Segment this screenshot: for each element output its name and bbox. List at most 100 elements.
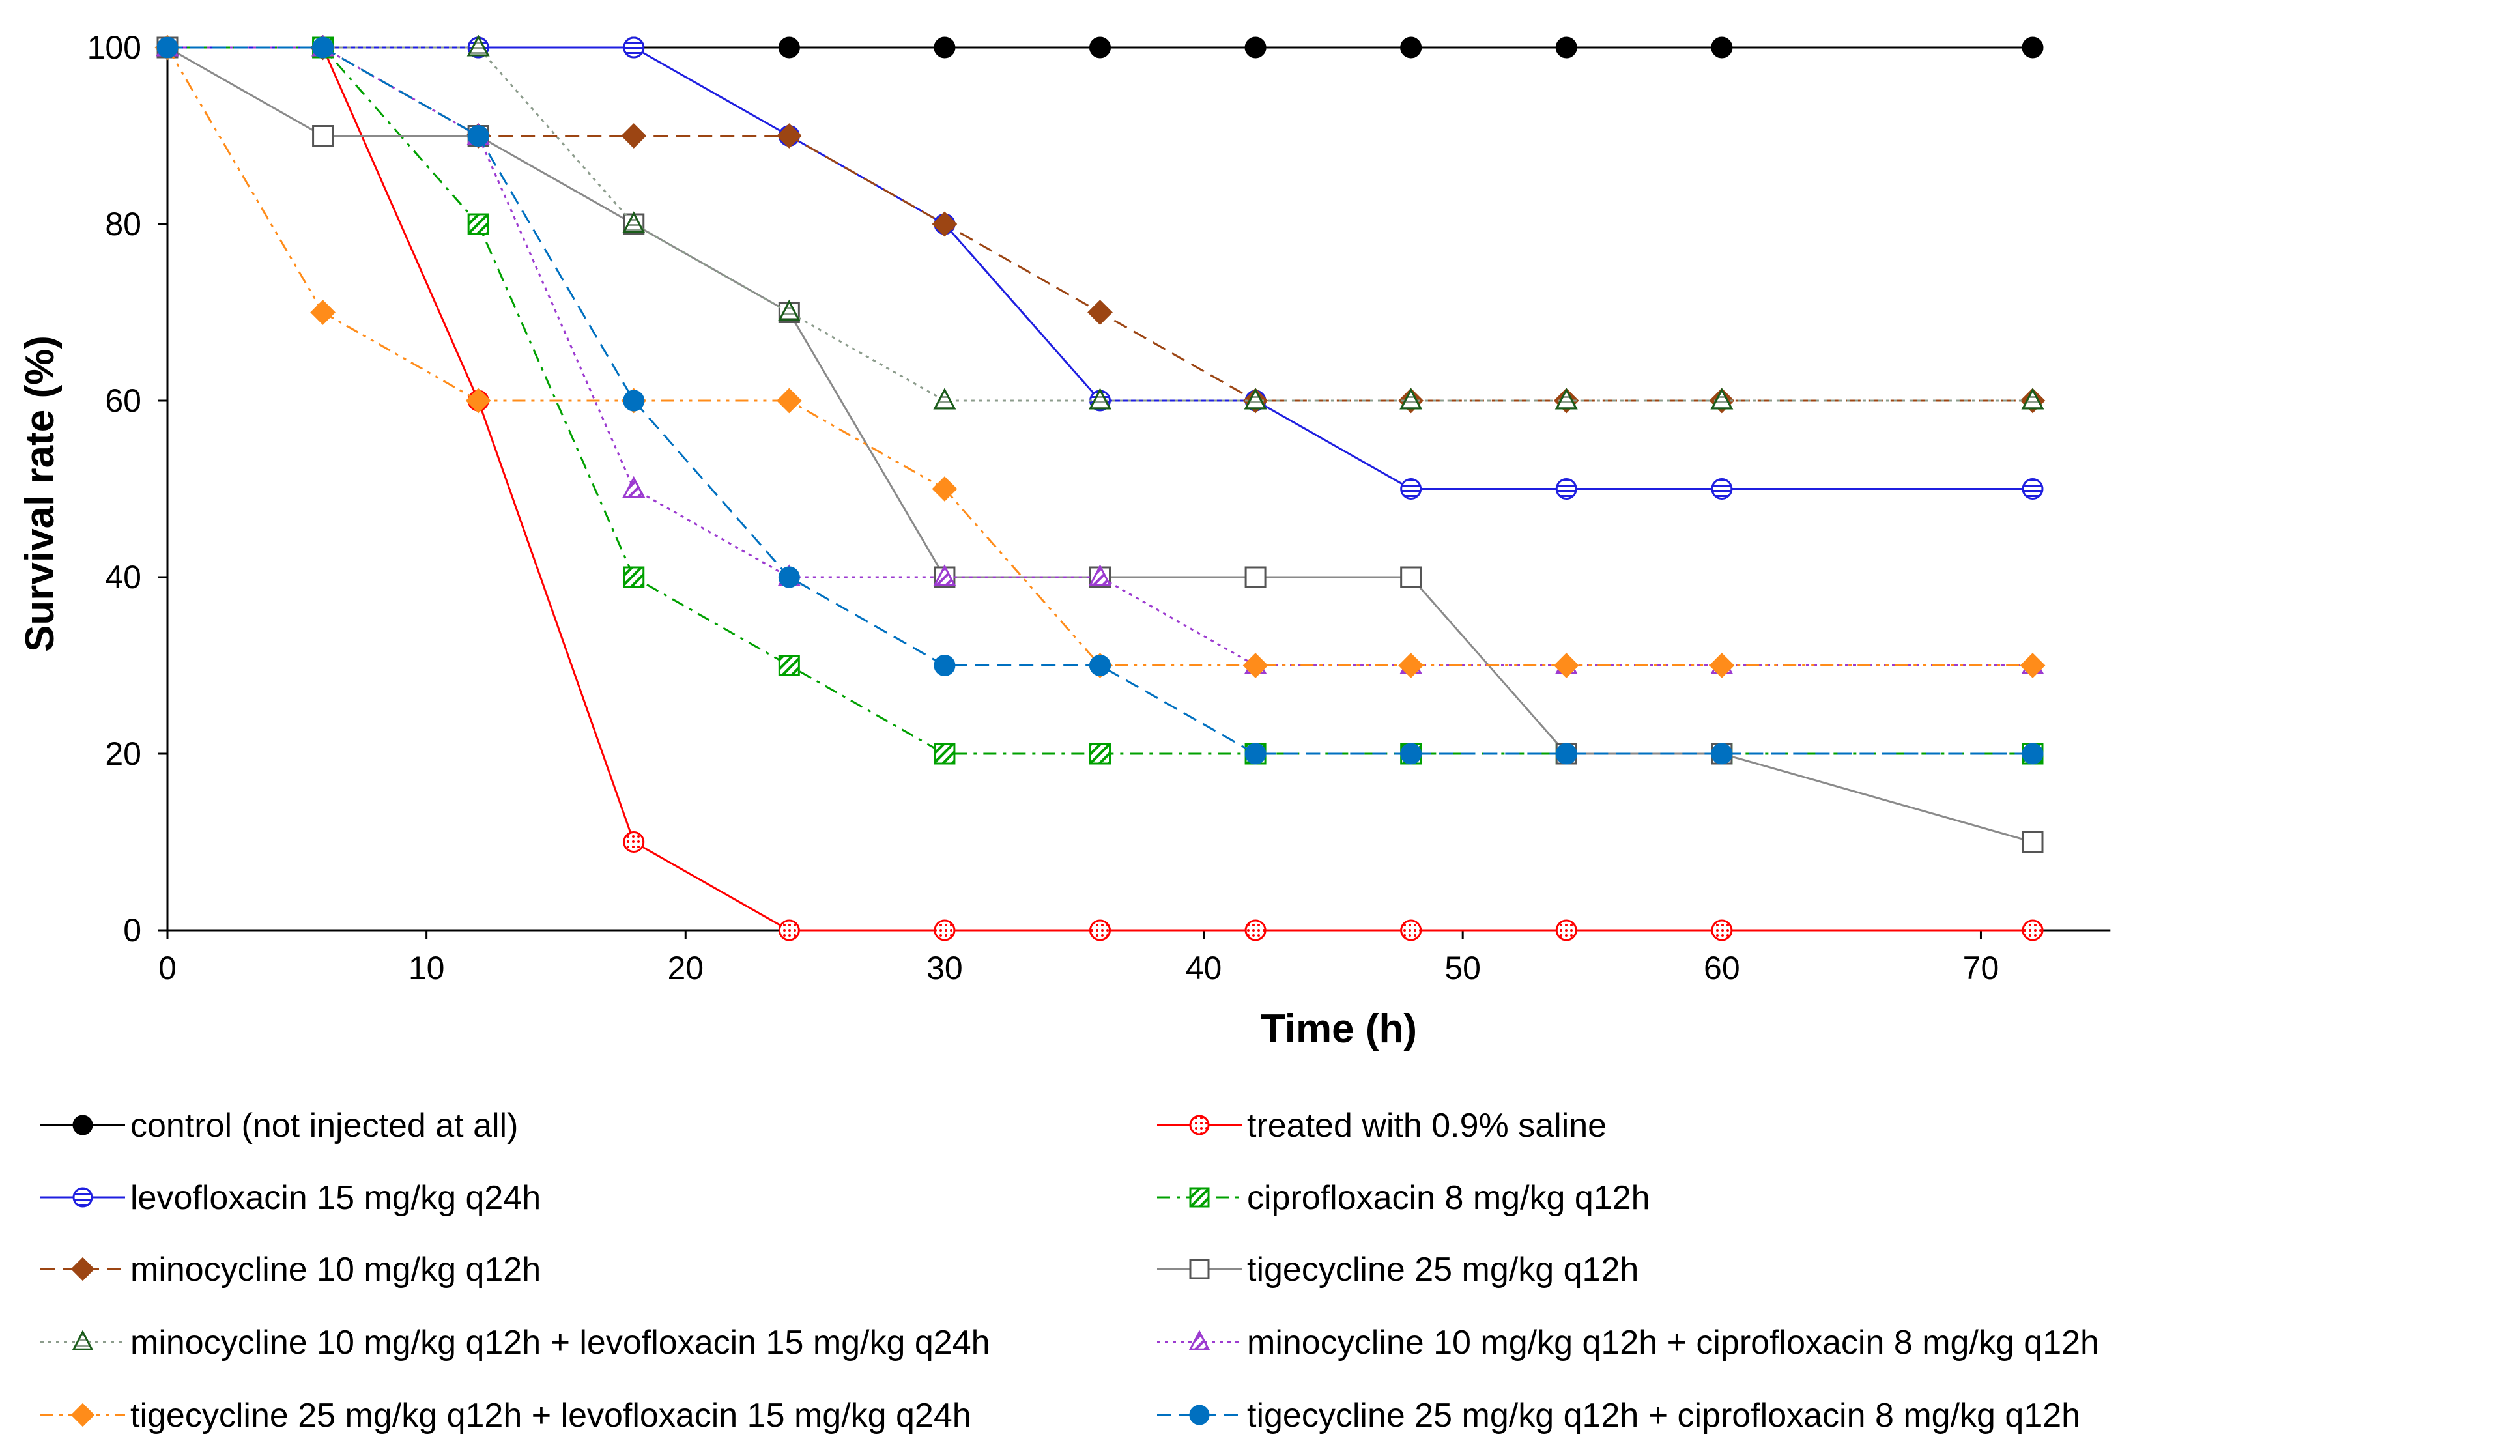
data-point-levo	[1555, 478, 1577, 500]
data-point-cipro	[467, 213, 489, 235]
data-point-tige	[2022, 831, 2044, 853]
data-point-saline	[934, 919, 956, 941]
series-line-mino_levo	[167, 46, 2033, 402]
series-mino_levo	[156, 35, 2044, 410]
data-point-saline	[1555, 919, 1577, 941]
data-point-tige_levo	[932, 476, 958, 502]
data-point-tige_cipro	[1711, 743, 1733, 765]
legend-label-mino_cipro: minocycline 10 mg/kg q12h + ciprofloxaci…	[1247, 1324, 2099, 1362]
data-point-saline	[1711, 919, 1733, 941]
data-point-cipro	[623, 566, 645, 588]
data-point-saline	[778, 919, 800, 941]
data-point-mino_levo	[1710, 388, 1734, 410]
data-point-cipro	[1089, 743, 1111, 765]
x-tick-label: 10	[408, 950, 445, 986]
data-point-tige_cipro	[623, 390, 645, 412]
data-point-cipro	[778, 655, 800, 676]
data-point-mino_levo	[1554, 388, 1578, 410]
legend-item-control: control (not injected at all)	[40, 1107, 518, 1145]
data-point-tige_levo	[310, 300, 336, 325]
data-point-tige_levo	[1398, 653, 1424, 678]
data-point-saline	[2022, 919, 2044, 941]
data-point-tige_cipro	[1244, 743, 1267, 765]
legend-label-saline: treated with 0.9% saline	[1247, 1107, 1607, 1145]
data-point-tige_cipro	[2022, 743, 2044, 765]
data-point-tige_cipro	[156, 36, 179, 59]
y-tick-label: 60	[105, 382, 141, 419]
y-tick-label: 0	[123, 912, 141, 949]
legend-marker-cipro	[1189, 1187, 1210, 1208]
data-point-mino	[621, 123, 647, 149]
legend-item-mino_levo: minocycline 10 mg/kg q12h + levofloxacin…	[40, 1324, 990, 1362]
data-point-mino_levo	[1089, 388, 1111, 410]
legend-item-cipro: ciprofloxacin 8 mg/kg q12h	[1157, 1179, 1650, 1217]
x-tick-label: 20	[667, 950, 704, 986]
data-point-control	[1711, 36, 1733, 59]
series-mino_cipro	[156, 35, 2044, 674]
legend-marker-mino_cipro	[1188, 1330, 1210, 1350]
legend-label-tige_levo: tigecycline 25 mg/kg q12h + levofloxacin…	[130, 1397, 971, 1435]
data-point-tige_cipro	[467, 125, 489, 147]
data-point-control	[1400, 36, 1422, 59]
data-point-levo	[1400, 478, 1422, 500]
legend-item-tige_cipro: tigecycline 25 mg/kg q12h + ciprofloxaci…	[1157, 1397, 2080, 1435]
data-point-tige_levo	[776, 388, 802, 414]
data-point-levo	[623, 36, 645, 59]
y-tick-label: 40	[105, 559, 141, 595]
legend-marker-tige_levo	[70, 1403, 95, 1427]
legend-item-mino: minocycline 10 mg/kg q12h	[40, 1251, 541, 1289]
data-point-control	[1244, 36, 1267, 59]
data-point-tige_cipro	[934, 655, 956, 676]
data-point-tige_levo	[1553, 653, 1579, 678]
series-line-levo	[167, 46, 2033, 490]
axes: 0 20 40 60 80 100 0 10 20 30 40 50 60 70	[87, 29, 2111, 986]
x-tick-label: 60	[1704, 950, 1740, 986]
data-point-levo	[2022, 478, 2044, 500]
data-point-mino_levo	[1399, 388, 1423, 410]
data-point-saline	[1089, 919, 1111, 941]
data-point-tige	[1400, 566, 1422, 588]
series-tige_cipro	[156, 36, 2044, 765]
y-axis-title: Survival rate (%)	[18, 335, 63, 652]
series-line-saline	[167, 46, 2033, 932]
data-point-control	[2022, 36, 2044, 59]
data-point-mino_levo	[777, 299, 801, 321]
legend-marker-levo	[72, 1187, 93, 1208]
series-tige	[156, 36, 2044, 853]
legend-label-control: control (not injected at all)	[130, 1107, 518, 1145]
data-point-tige_levo	[465, 388, 491, 414]
data-point-tige_cipro	[778, 566, 800, 588]
data-point-tige_levo	[2020, 653, 2046, 678]
data-point-saline	[1400, 919, 1422, 941]
legend-marker-tige_cipro	[1189, 1405, 1210, 1425]
data-point-saline	[623, 831, 645, 853]
series-line-tige_cipro	[167, 46, 2033, 755]
data-point-tige_cipro	[1555, 743, 1577, 765]
data-point-control	[778, 36, 800, 59]
data-point-tige_levo	[1242, 653, 1268, 678]
data-point-mino_levo	[622, 211, 646, 233]
data-point-mino_levo	[2021, 388, 2044, 410]
data-point-mino_levo	[1244, 388, 1267, 410]
legend-marker-tige	[1189, 1259, 1210, 1279]
data-point-mino_cipro	[933, 564, 956, 586]
data-point-control	[1555, 36, 1577, 59]
series-line-tige_levo	[166, 47, 2033, 666]
legend-marker-control	[72, 1115, 93, 1135]
data-point-levo	[1711, 478, 1733, 500]
x-tick-label: 0	[158, 950, 177, 986]
y-tick-label: 20	[105, 735, 141, 772]
legend-item-levo: levofloxacin 15 mg/kg q24h	[40, 1179, 541, 1217]
legend-label-tige_cipro: tigecycline 25 mg/kg q12h + ciprofloxaci…	[1247, 1397, 2080, 1435]
legend-marker-saline	[1189, 1115, 1210, 1135]
data-point-cipro	[934, 743, 956, 765]
legend-item-mino_cipro: minocycline 10 mg/kg q12h + ciprofloxaci…	[1157, 1324, 2099, 1362]
legend-label-mino_levo: minocycline 10 mg/kg q12h + levofloxacin…	[130, 1324, 990, 1362]
legend-item-tige_levo: tigecycline 25 mg/kg q12h + levofloxacin…	[40, 1397, 971, 1435]
legend-item-tige: tigecycline 25 mg/kg q12h	[1157, 1251, 1639, 1289]
x-tick-label: 30	[926, 950, 963, 986]
legend-item-saline: treated with 0.9% saline	[1157, 1107, 1607, 1145]
data-point-tige_cipro	[312, 36, 334, 59]
